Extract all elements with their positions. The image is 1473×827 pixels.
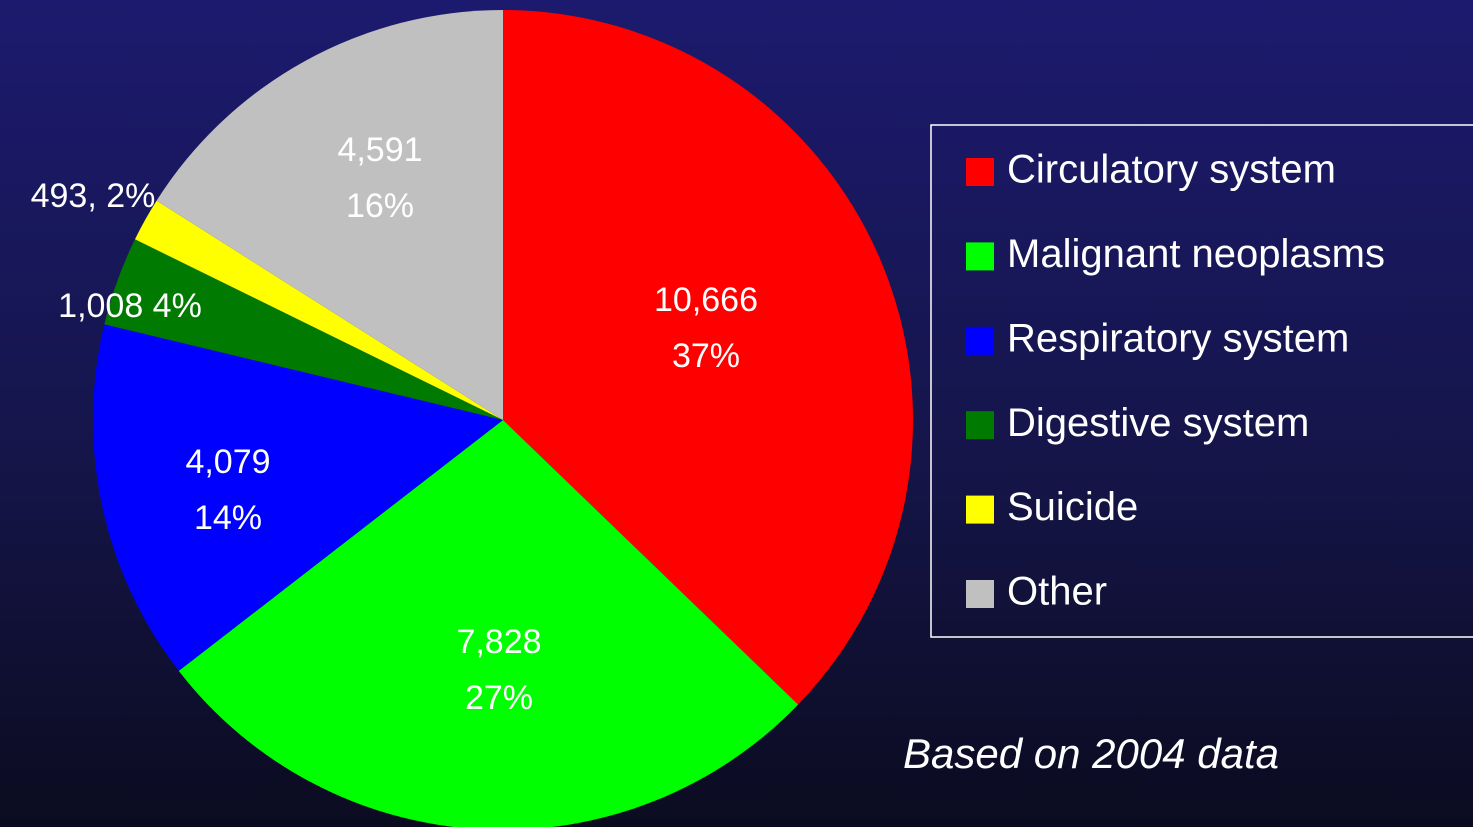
pie-slice: [503, 10, 913, 705]
legend-label: Suicide: [1007, 485, 1138, 529]
legend-label: Circulatory system: [1007, 148, 1336, 192]
pie-slice: [156, 10, 503, 420]
data-label: 4,079 14%: [185, 443, 270, 537]
data-label: 7,828 27%: [456, 623, 541, 717]
legend-swatch: [966, 242, 994, 271]
legend-label: Malignant neoplasms: [1007, 232, 1385, 276]
pie-slice: [104, 239, 504, 420]
legend-swatch: [966, 495, 994, 524]
legend-label: Digestive system: [1007, 401, 1309, 445]
pie-slice: [178, 420, 799, 827]
legend-label: Respiratory system: [1007, 316, 1349, 360]
legend-swatch: [966, 580, 994, 608]
legend-swatch: [966, 411, 994, 440]
data-label: 4,591 16%: [337, 131, 422, 225]
legend-swatch: [966, 326, 994, 355]
pie-slice: [134, 200, 503, 420]
data-label: 493, 2%: [31, 177, 156, 215]
data-label: 1,008 4%: [58, 287, 202, 325]
legend-label: Other: [1007, 570, 1107, 614]
pie-slice: [92, 324, 503, 671]
legend-box: [930, 124, 1473, 638]
data-label: 10,666 37%: [654, 281, 758, 375]
legend-swatch: [966, 158, 994, 186]
annotation: Based on 2004 data: [903, 730, 1279, 777]
